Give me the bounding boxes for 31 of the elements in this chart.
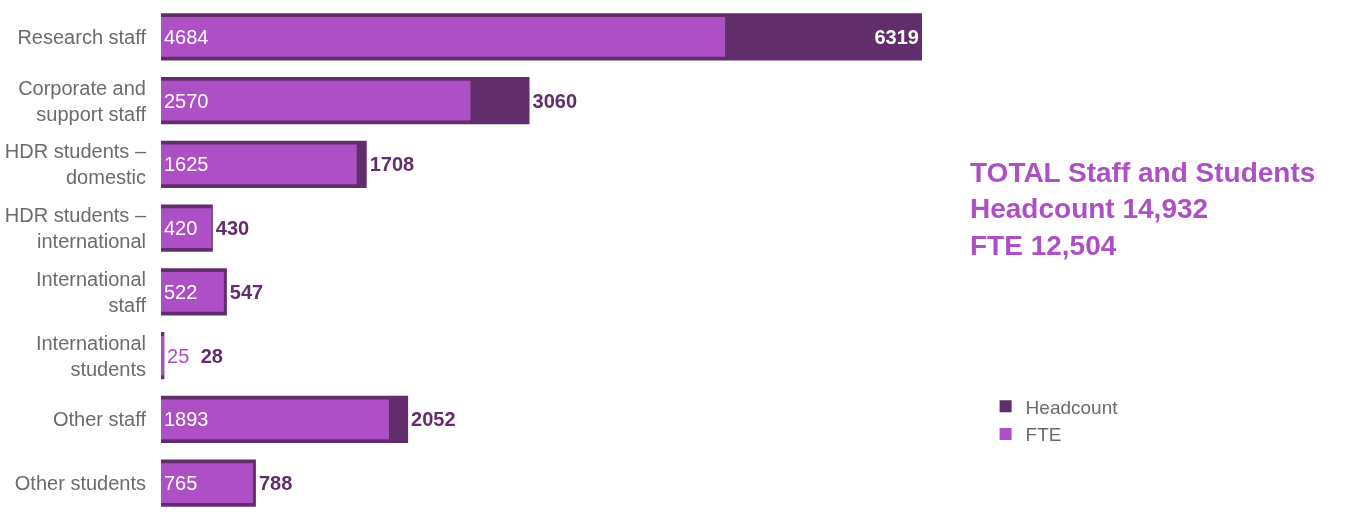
data-label: 765	[164, 472, 198, 495]
legend-label: Headcount	[1025, 396, 1119, 418]
y-tick-label: Other staff	[52, 408, 147, 431]
legend-label: FTE	[1025, 424, 1062, 446]
data-label: 6319	[874, 25, 919, 48]
text: TOTAL Staff and Students Headcount 14,932 FTE 12,504	[970, 157, 1316, 261]
data-label: 788	[258, 472, 293, 495]
bar	[161, 17, 726, 57]
y-tick-label: HDR students – international	[4, 204, 147, 253]
data-label: 3060	[532, 89, 578, 112]
y-tick-label: Research staff	[17, 25, 147, 48]
data-label: 1893	[164, 408, 209, 431]
data-label: 2052	[411, 408, 456, 431]
y-tick-label: International staff	[35, 267, 147, 316]
data-label: 430	[215, 217, 250, 240]
bar	[161, 80, 471, 121]
y-tick-label: Corporate and support staff	[18, 76, 147, 125]
data-label: 28	[200, 344, 223, 367]
data-label: 547	[229, 280, 264, 303]
y-tick-label: HDR students – domestic	[4, 140, 147, 189]
data-label: 2570	[164, 89, 209, 112]
y-tick-label: International students	[35, 331, 146, 380]
data-label: 4684	[164, 25, 209, 48]
y-tick-label: Other students	[14, 472, 146, 495]
bar	[161, 399, 389, 440]
data-label: 522	[164, 280, 198, 303]
data-label: 1625	[164, 153, 209, 176]
bar	[161, 144, 357, 185]
data-label: 420	[164, 217, 198, 240]
data-label: 1708	[369, 153, 415, 176]
data-label: 25	[167, 344, 190, 367]
